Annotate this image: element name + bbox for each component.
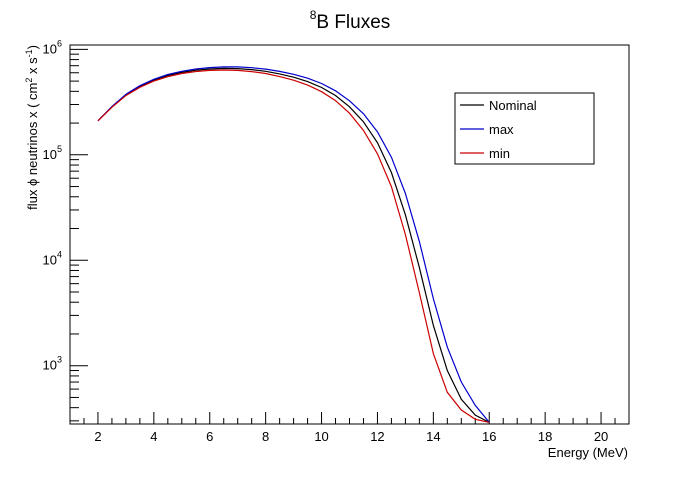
x-tick-label: 8 — [262, 429, 269, 444]
x-tick-label: 12 — [370, 429, 384, 444]
x-tick-label: 6 — [206, 429, 213, 444]
y-axis-label-prefix: flux — [25, 186, 40, 210]
legend-label-max: max — [489, 122, 514, 137]
legend: Nominal max min — [454, 92, 595, 165]
legend-entries: Nominal max min — [460, 98, 537, 161]
series-layer — [97, 66, 490, 423]
legend-label-min: min — [489, 146, 510, 161]
y-tick-exponent: 3 — [57, 355, 62, 365]
chart-title-text: B Fluxes — [316, 12, 390, 33]
x-tick-label: 16 — [482, 429, 496, 444]
y-axis-label-sup1: 2 — [24, 78, 34, 83]
y-tick-exponent: 4 — [57, 249, 62, 259]
chart-title: 8B Fluxes — [310, 8, 391, 33]
series-line-nominal — [97, 67, 490, 423]
y-axis-label: flux ϕ neutrinos x ( cm2 x s-1) — [24, 45, 40, 210]
x-axis-label: Energy (MeV) — [548, 445, 628, 460]
y-axis-label-sup2: -1 — [24, 49, 34, 57]
y-axis-label-middle: neutrinos x ( cm — [25, 83, 40, 179]
y-tick-base: 10 — [43, 358, 57, 373]
y-tick-label: 103 — [43, 355, 62, 373]
x-tick-label: 20 — [594, 429, 608, 444]
x-tick-label: 14 — [426, 429, 440, 444]
y-tick-base: 10 — [43, 252, 57, 267]
y-tick-base: 10 — [43, 41, 57, 56]
y-axis-label-phi: ϕ — [25, 179, 40, 186]
x-tick-label: 10 — [314, 429, 328, 444]
y-tick-base: 10 — [43, 147, 57, 162]
x-tick-label: 4 — [150, 429, 157, 444]
legend-label-nominal: Nominal — [489, 98, 537, 113]
y-tick-exponent: 6 — [57, 38, 62, 48]
y-tick-label: 105 — [43, 144, 62, 162]
chart-title-superscript: 8 — [310, 8, 317, 22]
y-tick-label: 106 — [43, 38, 62, 56]
y-axis-label-suffix: ) — [25, 45, 40, 49]
x-axis: 2 4 6 8 10 12 14 16 18 20 — [69, 412, 630, 444]
x-tick-label: 18 — [538, 429, 552, 444]
series-line-max — [97, 66, 490, 423]
x-tick-label: 2 — [94, 429, 101, 444]
y-tick-label: 104 — [43, 249, 62, 267]
series-line-min — [97, 69, 490, 423]
y-axis-label-middle2: x s — [25, 57, 40, 78]
y-tick-exponent: 5 — [57, 144, 62, 154]
